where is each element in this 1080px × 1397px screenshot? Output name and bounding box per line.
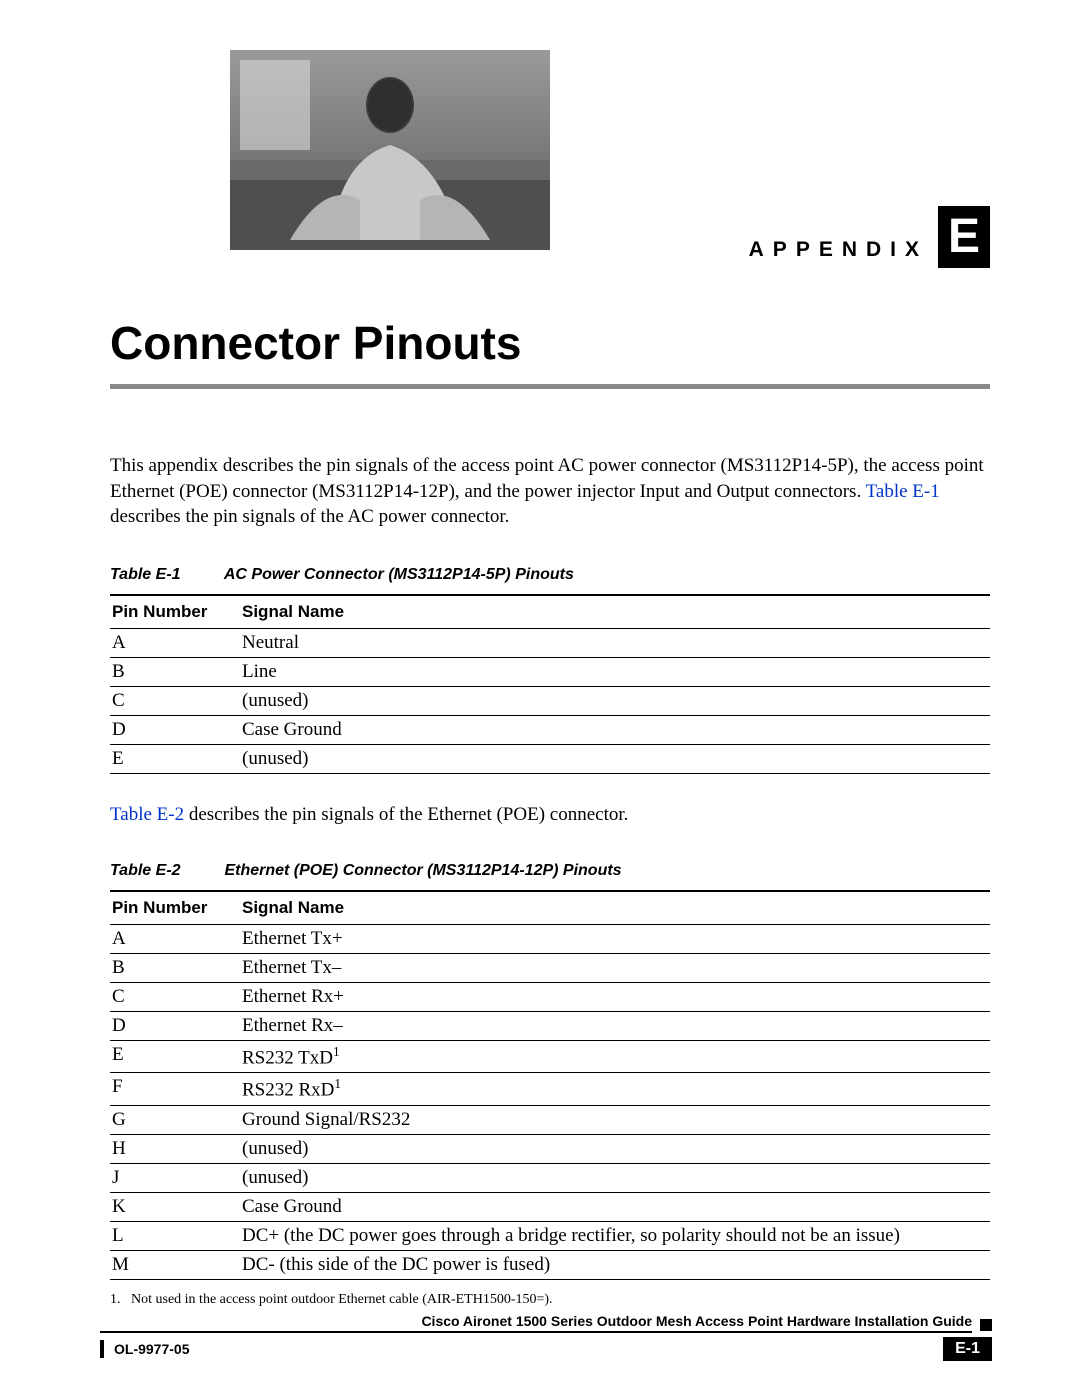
link-table-e2[interactable]: Table E-2 xyxy=(110,804,184,825)
table2-signal: Ethernet Tx+ xyxy=(240,924,990,953)
table2-header-row: Pin Number Signal Name xyxy=(110,891,990,925)
footer: Cisco Aironet 1500 Series Outdoor Mesh A… xyxy=(100,1313,992,1361)
page-title: Connector Pinouts xyxy=(110,316,990,370)
table-row: DCase Ground xyxy=(110,715,990,744)
table-row: GGround Signal/RS232 xyxy=(110,1105,990,1134)
table-row: BLine xyxy=(110,657,990,686)
table2-signal: Case Ground xyxy=(240,1192,990,1221)
table1-pin: C xyxy=(110,686,240,715)
table2-pin: M xyxy=(110,1250,240,1279)
table2-col1-header: Pin Number xyxy=(110,891,240,925)
table1-pin: D xyxy=(110,715,240,744)
footer-guide-title: Cisco Aironet 1500 Series Outdoor Mesh A… xyxy=(100,1313,972,1333)
header-area: APPENDIX E xyxy=(110,50,990,280)
table1-pin: E xyxy=(110,744,240,773)
intro-paragraph: This appendix describes the pin signals … xyxy=(110,453,990,530)
table-row: LDC+ (the DC power goes through a bridge… xyxy=(110,1221,990,1250)
footer-dot-icon xyxy=(980,1319,992,1331)
intro-post: describes the pin signals of the AC powe… xyxy=(110,506,509,527)
footer-line1: Cisco Aironet 1500 Series Outdoor Mesh A… xyxy=(100,1313,992,1333)
table-row: ERS232 TxD1 xyxy=(110,1040,990,1072)
title-rule xyxy=(110,384,990,389)
table2-pin: J xyxy=(110,1163,240,1192)
table1-pin: A xyxy=(110,628,240,657)
table-row: FRS232 RxD1 xyxy=(110,1073,990,1105)
footer-left-bar-icon xyxy=(100,1340,104,1358)
table2-caption: Table E-2 Ethernet (POE) Connector (MS31… xyxy=(110,862,990,880)
table1-signal: (unused) xyxy=(240,686,990,715)
table1-caption-title: AC Power Connector (MS3112P14-5P) Pinout… xyxy=(224,566,574,583)
table2-col2-header: Signal Name xyxy=(240,891,990,925)
table-row: BEthernet Tx– xyxy=(110,953,990,982)
table2-pin: A xyxy=(110,924,240,953)
table2-signal: Ethernet Rx– xyxy=(240,1011,990,1040)
table2-pin: B xyxy=(110,953,240,982)
table2-caption-num: Table E-2 xyxy=(110,862,220,880)
mid-paragraph: Table E-2 describes the pin signals of t… xyxy=(110,804,990,826)
table1-signal: Neutral xyxy=(240,628,990,657)
table-row: AEthernet Tx+ xyxy=(110,924,990,953)
table1-col2-header: Signal Name xyxy=(240,595,990,629)
table1-signal: Case Ground xyxy=(240,715,990,744)
appendix-word: APPENDIX xyxy=(749,238,928,268)
table2-signal: DC+ (the DC power goes through a bridge … xyxy=(240,1221,990,1250)
appendix-letter: E xyxy=(938,206,990,268)
footer-left: OL-9977-05 xyxy=(100,1340,189,1358)
table-row: CEthernet Rx+ xyxy=(110,982,990,1011)
table2-signal: Ethernet Tx– xyxy=(240,953,990,982)
table1: Pin Number Signal Name ANeutralBLineC(un… xyxy=(110,594,990,774)
title-block: Connector Pinouts xyxy=(110,316,990,389)
table2-signal: (unused) xyxy=(240,1134,990,1163)
table-row: ANeutral xyxy=(110,628,990,657)
table2-footnote-text: Not used in the access point outdoor Eth… xyxy=(131,1292,553,1307)
table-row: C(unused) xyxy=(110,686,990,715)
table2-footnote: 1. Not used in the access point outdoor … xyxy=(110,1292,990,1308)
table2-pin: E xyxy=(110,1040,240,1072)
table1-col1-header: Pin Number xyxy=(110,595,240,629)
footer-doc-number: OL-9977-05 xyxy=(114,1341,189,1357)
table-row: DEthernet Rx– xyxy=(110,1011,990,1040)
table2-signal: RS232 RxD1 xyxy=(240,1073,990,1105)
table2-pin: D xyxy=(110,1011,240,1040)
table-row: E(unused) xyxy=(110,744,990,773)
table2-pin: C xyxy=(110,982,240,1011)
footnote-ref: 1 xyxy=(333,1044,340,1059)
table-row: MDC- (this side of the DC power is fused… xyxy=(110,1250,990,1279)
table2-pin: K xyxy=(110,1192,240,1221)
content: This appendix describes the pin signals … xyxy=(110,453,990,1308)
table2-signal: (unused) xyxy=(240,1163,990,1192)
appendix-label: APPENDIX E xyxy=(749,206,990,268)
table-row: H(unused) xyxy=(110,1134,990,1163)
table2-pin: G xyxy=(110,1105,240,1134)
table1-signal: (unused) xyxy=(240,744,990,773)
hero-photo xyxy=(230,50,550,250)
table2-pin: F xyxy=(110,1073,240,1105)
footer-page-number: E-1 xyxy=(943,1337,992,1361)
mid-post: describes the pin signals of the Etherne… xyxy=(184,804,628,825)
table2-signal: Ethernet Rx+ xyxy=(240,982,990,1011)
table-row: KCase Ground xyxy=(110,1192,990,1221)
link-table-e1[interactable]: Table E-1 xyxy=(866,481,940,502)
table2-signal: DC- (this side of the DC power is fused) xyxy=(240,1250,990,1279)
table2-footnote-num: 1. xyxy=(110,1292,121,1307)
footer-line2: OL-9977-05 E-1 xyxy=(100,1337,992,1361)
table2-pin: H xyxy=(110,1134,240,1163)
table2: Pin Number Signal Name AEthernet Tx+BEth… xyxy=(110,890,990,1280)
footnote-ref: 1 xyxy=(334,1076,341,1091)
table2-signal: Ground Signal/RS232 xyxy=(240,1105,990,1134)
table2-pin: L xyxy=(110,1221,240,1250)
table1-caption: Table E-1 AC Power Connector (MS3112P14-… xyxy=(110,566,990,584)
table2-caption-title: Ethernet (POE) Connector (MS3112P14-12P)… xyxy=(224,862,621,879)
table1-pin: B xyxy=(110,657,240,686)
intro-pre: This appendix describes the pin signals … xyxy=(110,455,984,502)
table1-signal: Line xyxy=(240,657,990,686)
page: APPENDIX E Connector Pinouts This append… xyxy=(0,0,1080,1397)
table1-header-row: Pin Number Signal Name xyxy=(110,595,990,629)
table1-caption-num: Table E-1 xyxy=(110,566,220,584)
table-row: J(unused) xyxy=(110,1163,990,1192)
table2-signal: RS232 TxD1 xyxy=(240,1040,990,1072)
